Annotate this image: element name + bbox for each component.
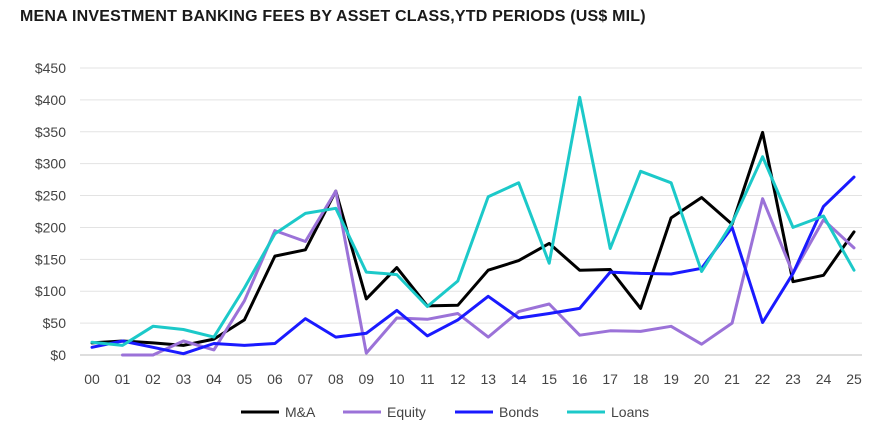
x-tick-label: 01 [115, 371, 131, 387]
x-tick-label: 17 [602, 371, 618, 387]
x-tick-label: 11 [420, 371, 435, 387]
x-tick-label: 24 [816, 371, 832, 387]
x-tick-label: 22 [755, 371, 771, 387]
x-tick-label: 19 [663, 371, 679, 387]
y-tick-label: $450 [35, 60, 66, 76]
x-tick-label: 06 [267, 371, 283, 387]
x-tick-label: 12 [450, 371, 466, 387]
x-tick-label: 08 [328, 371, 344, 387]
series-line-equity [121, 189, 856, 357]
y-tick-label: $400 [35, 92, 66, 108]
y-tick-label: $250 [35, 188, 66, 204]
x-tick-label: 25 [846, 371, 862, 387]
x-tick-label: 04 [206, 371, 222, 387]
grid-lines [80, 67, 862, 356]
x-tick-label: 23 [785, 371, 801, 387]
legend-label: Equity [387, 404, 426, 420]
legend-label: Loans [611, 404, 649, 420]
series-lines [90, 95, 856, 357]
chart-title: MENA INVESTMENT BANKING FEES BY ASSET CL… [20, 8, 646, 25]
x-tick-label: 21 [724, 371, 740, 387]
y-tick-label: $0 [50, 347, 66, 363]
legend: M&A Equity Bonds Loans [241, 404, 649, 420]
x-tick-label: 02 [145, 371, 161, 387]
y-tick-label: $200 [35, 219, 66, 235]
x-tick-label: 14 [511, 371, 527, 387]
x-tick-label: 16 [572, 371, 588, 387]
y-tick-label: $100 [35, 283, 66, 299]
series-line-ma [90, 130, 856, 347]
legend-label: M&A [285, 404, 316, 420]
x-tick-label: 20 [694, 371, 710, 387]
series-line-bonds [90, 175, 856, 356]
series-line-loans [90, 95, 856, 347]
x-tick-label: 00 [84, 371, 100, 387]
x-tick-label: 05 [237, 371, 253, 387]
x-tick-label: 10 [389, 371, 405, 387]
legend-label: Bonds [499, 404, 539, 420]
x-axis-ticks: 00 01 02 03 04 05 06 07 08 09 10 11 12 13 14 15 16 17 18 19… [84, 371, 862, 387]
x-tick-label: 18 [633, 371, 649, 387]
x-tick-label: 13 [480, 371, 496, 387]
x-tick-label: 09 [359, 371, 375, 387]
y-axis-ticks: $0 $50 $100 $150 $200 $250 $300 $350 $400 $450 [35, 60, 66, 363]
y-tick-label: $150 [35, 251, 66, 267]
x-tick-label: 07 [298, 371, 314, 387]
y-tick-label: $300 [35, 156, 66, 172]
x-tick-label: 03 [176, 371, 192, 387]
y-tick-label: $350 [35, 124, 66, 140]
y-tick-label: $50 [43, 315, 67, 331]
x-tick-label: 15 [541, 371, 557, 387]
